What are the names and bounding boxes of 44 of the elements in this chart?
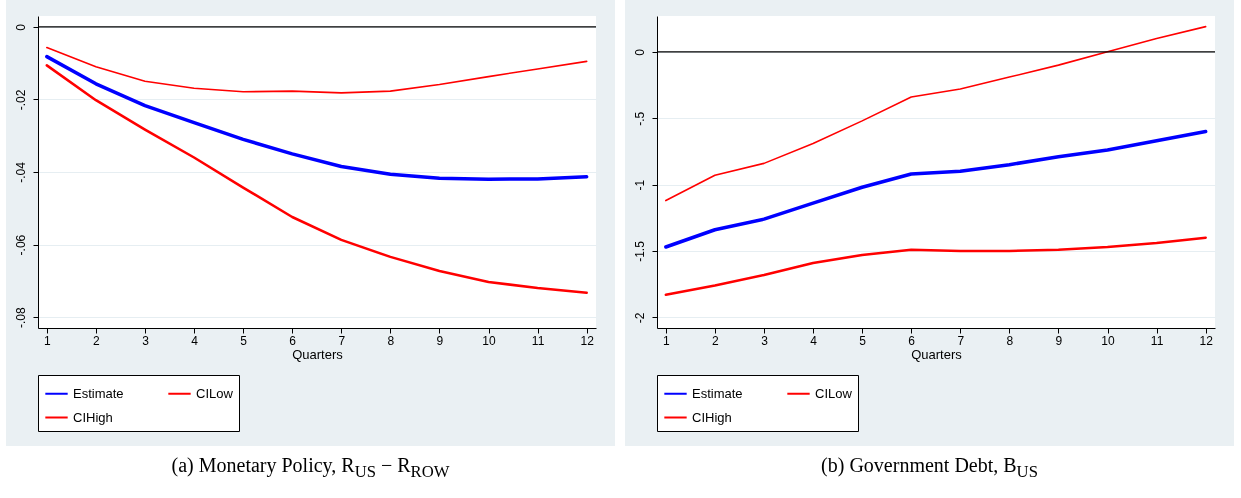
x-tick-label: 5 <box>240 333 248 348</box>
x-tick-label: 9 <box>1055 333 1063 348</box>
y-tick-label: 0 <box>632 48 647 56</box>
y-tick-label: -.08 <box>13 306 28 328</box>
text: (a) Monetary Policy, R$_{US}$ − R$_{ROW}$ <box>170 454 451 482</box>
x-tick-label: 1 <box>662 333 670 348</box>
x-tick-label: 3 <box>761 333 769 348</box>
x-tick-label: 1 <box>43 333 51 348</box>
y-tick-label: -.06 <box>13 234 28 256</box>
x-tick-label: 2 <box>712 333 720 348</box>
x-tick-label: 4 <box>810 333 818 348</box>
x-tick-label: 10 <box>482 333 497 348</box>
x-tick-label: 12 <box>580 333 595 348</box>
x-tick-label: 7 <box>338 333 346 348</box>
x-tick-label: 7 <box>957 333 965 348</box>
legend-label: CIHigh <box>692 409 732 425</box>
legend-label: CIHigh <box>73 409 113 425</box>
y-tick-label: -1 <box>632 179 647 191</box>
x-tick-label: 11 <box>531 333 545 348</box>
x-tick-label: 12 <box>1199 333 1214 348</box>
x-tick-label: 10 <box>1101 333 1116 348</box>
x-tick-label: 9 <box>436 333 444 348</box>
x-tick-label: 4 <box>191 333 199 348</box>
legend-label: CILow <box>196 385 234 401</box>
legend-label: Estimate <box>692 385 743 401</box>
y-tick-label: -2 <box>632 312 647 324</box>
text: (b) Government Debt, B$_{US}$ <box>820 454 1039 482</box>
y-tick-label: -1.5 <box>632 240 647 262</box>
y-tick-label: -.5 <box>632 111 647 126</box>
y-tick-label: 0 <box>13 23 28 31</box>
x-tick-label: 6 <box>289 333 297 348</box>
x-tick-label: 8 <box>1006 333 1014 348</box>
legend-label: Estimate <box>73 385 124 401</box>
x-tick-label: 5 <box>859 333 867 348</box>
x-axis-title: Quarters <box>292 346 344 362</box>
x-tick-label: 3 <box>142 333 150 348</box>
y-tick-label: -.02 <box>13 89 28 111</box>
x-tick-label: 2 <box>93 333 101 348</box>
x-tick-label: 11 <box>1150 333 1164 348</box>
x-tick-label: 6 <box>908 333 916 348</box>
legend-label: CILow <box>815 385 853 401</box>
y-tick-label: -.04 <box>13 161 28 183</box>
x-tick-label: 8 <box>387 333 395 348</box>
x-axis-title: Quarters <box>911 346 963 362</box>
